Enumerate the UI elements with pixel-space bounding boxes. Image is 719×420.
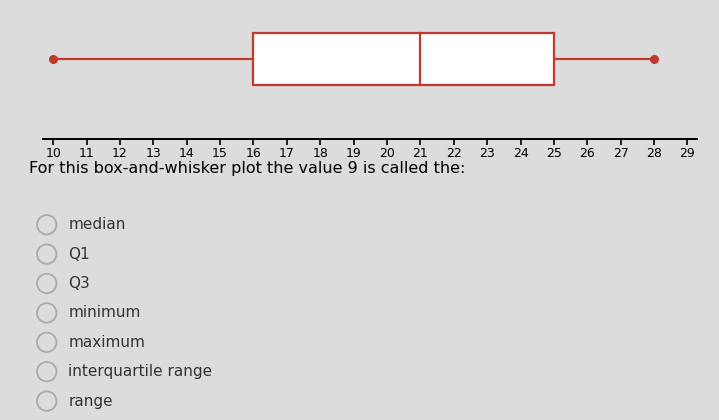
Text: median: median bbox=[68, 217, 126, 232]
Text: For this box-and-whisker plot the value 9 is called the:: For this box-and-whisker plot the value … bbox=[29, 160, 465, 176]
Text: Q3: Q3 bbox=[68, 276, 90, 291]
Text: interquartile range: interquartile range bbox=[68, 364, 212, 379]
Text: maximum: maximum bbox=[68, 335, 145, 350]
Text: Q1: Q1 bbox=[68, 247, 90, 262]
Text: minimum: minimum bbox=[68, 305, 141, 320]
Bar bbox=[253, 33, 554, 84]
Text: range: range bbox=[68, 394, 113, 409]
